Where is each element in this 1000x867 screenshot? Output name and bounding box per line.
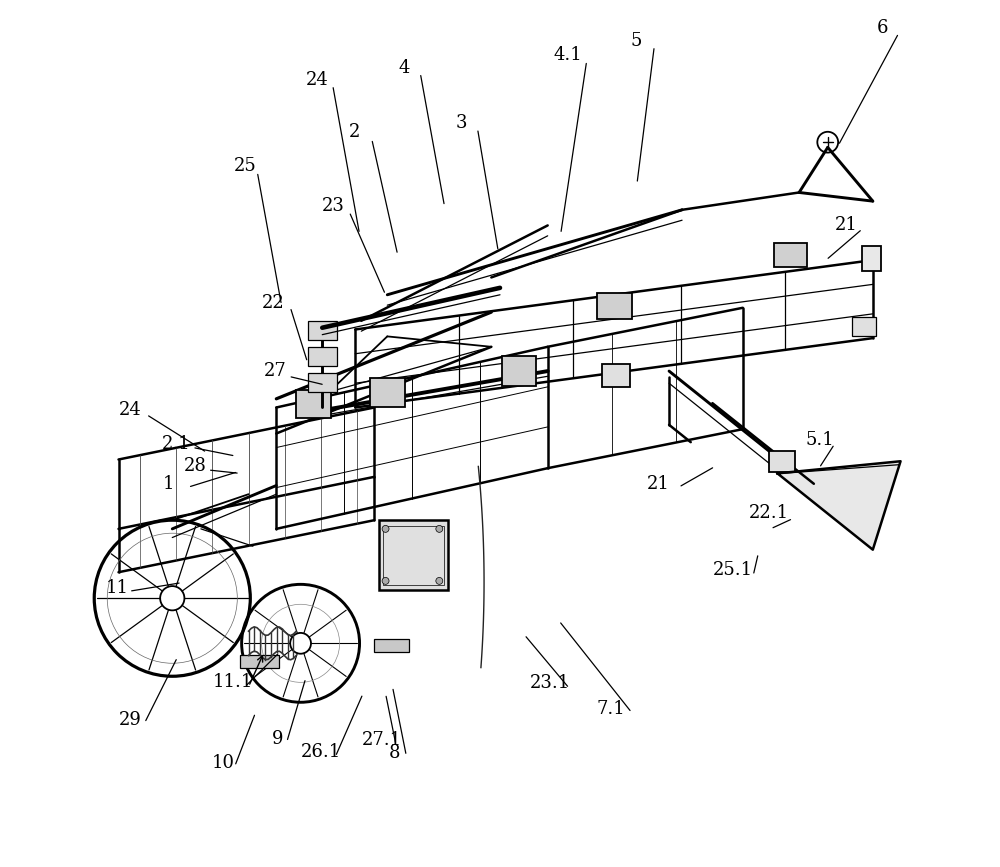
Circle shape bbox=[436, 577, 443, 584]
Text: 21: 21 bbox=[647, 475, 670, 492]
Text: 9: 9 bbox=[272, 730, 284, 747]
Text: 6: 6 bbox=[877, 19, 888, 36]
Text: 2: 2 bbox=[349, 123, 360, 140]
Circle shape bbox=[436, 525, 443, 532]
Text: 11.1: 11.1 bbox=[213, 674, 253, 691]
Text: 1: 1 bbox=[163, 475, 175, 492]
Circle shape bbox=[382, 525, 389, 532]
Bar bbox=[502, 356, 536, 386]
Text: 27: 27 bbox=[264, 362, 287, 380]
Text: 23.1: 23.1 bbox=[530, 675, 570, 692]
Text: 3: 3 bbox=[455, 114, 467, 132]
Text: 26.1: 26.1 bbox=[300, 743, 341, 760]
Circle shape bbox=[382, 577, 389, 584]
Bar bbox=[774, 243, 807, 267]
Bar bbox=[602, 364, 630, 387]
Text: 4: 4 bbox=[399, 59, 410, 76]
Text: 25.1: 25.1 bbox=[713, 562, 753, 579]
Text: 7.1: 7.1 bbox=[597, 701, 625, 718]
Bar bbox=[240, 655, 279, 668]
Text: 22: 22 bbox=[261, 295, 284, 312]
Text: 24: 24 bbox=[306, 71, 328, 88]
Text: 25: 25 bbox=[234, 158, 256, 175]
Text: 10: 10 bbox=[212, 754, 235, 772]
Text: 24: 24 bbox=[119, 401, 142, 419]
Text: 4.1: 4.1 bbox=[553, 47, 582, 64]
Text: 21: 21 bbox=[834, 217, 857, 234]
Bar bbox=[296, 390, 331, 418]
Bar bbox=[308, 321, 337, 340]
Text: 27.1: 27.1 bbox=[362, 731, 402, 748]
Bar bbox=[852, 317, 876, 336]
Polygon shape bbox=[777, 461, 901, 550]
Text: 11: 11 bbox=[105, 579, 128, 596]
Text: 23: 23 bbox=[322, 198, 345, 215]
Bar bbox=[379, 520, 448, 590]
Bar bbox=[308, 347, 337, 366]
Text: 5: 5 bbox=[630, 32, 642, 49]
Bar bbox=[308, 373, 337, 392]
Bar bbox=[374, 639, 409, 652]
Text: 8: 8 bbox=[388, 744, 400, 761]
Bar bbox=[383, 526, 444, 585]
Bar bbox=[370, 378, 405, 407]
Text: 28: 28 bbox=[183, 458, 206, 475]
Text: 5.1: 5.1 bbox=[806, 432, 834, 449]
Text: 22.1: 22.1 bbox=[749, 505, 789, 522]
Text: 2.1: 2.1 bbox=[162, 435, 191, 453]
Text: 29: 29 bbox=[119, 711, 142, 728]
Bar bbox=[862, 246, 881, 271]
Bar bbox=[769, 451, 795, 472]
Bar bbox=[597, 293, 632, 319]
